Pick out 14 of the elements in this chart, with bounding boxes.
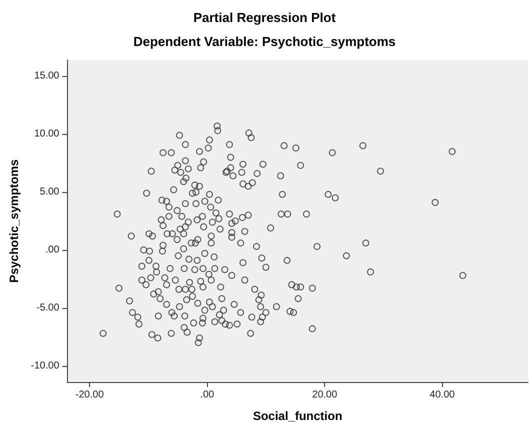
y-tick-label: -5.00 [36,302,60,314]
y-tick-label: 10.00 [34,128,60,140]
x-axis-title: Social_function [252,409,342,423]
y-axis-title: Psychotic_symptoms [7,158,21,283]
y-tick-label: 15.00 [34,70,60,82]
y-tick-label: 5.00 [40,186,60,198]
chart-subtitle: Dependent Variable: Psychotic_symptoms [133,34,396,49]
x-tick-label: -20.00 [75,390,104,400]
chart-title: Partial Regression Plot [193,10,336,25]
x-tick-label: 40.00 [430,390,456,400]
x-tick-label: 20.00 [312,390,338,400]
y-tick-label: -10.00 [30,360,60,372]
x-tick-label: .00 [200,390,215,400]
y-tick-label: .00 [45,244,60,256]
